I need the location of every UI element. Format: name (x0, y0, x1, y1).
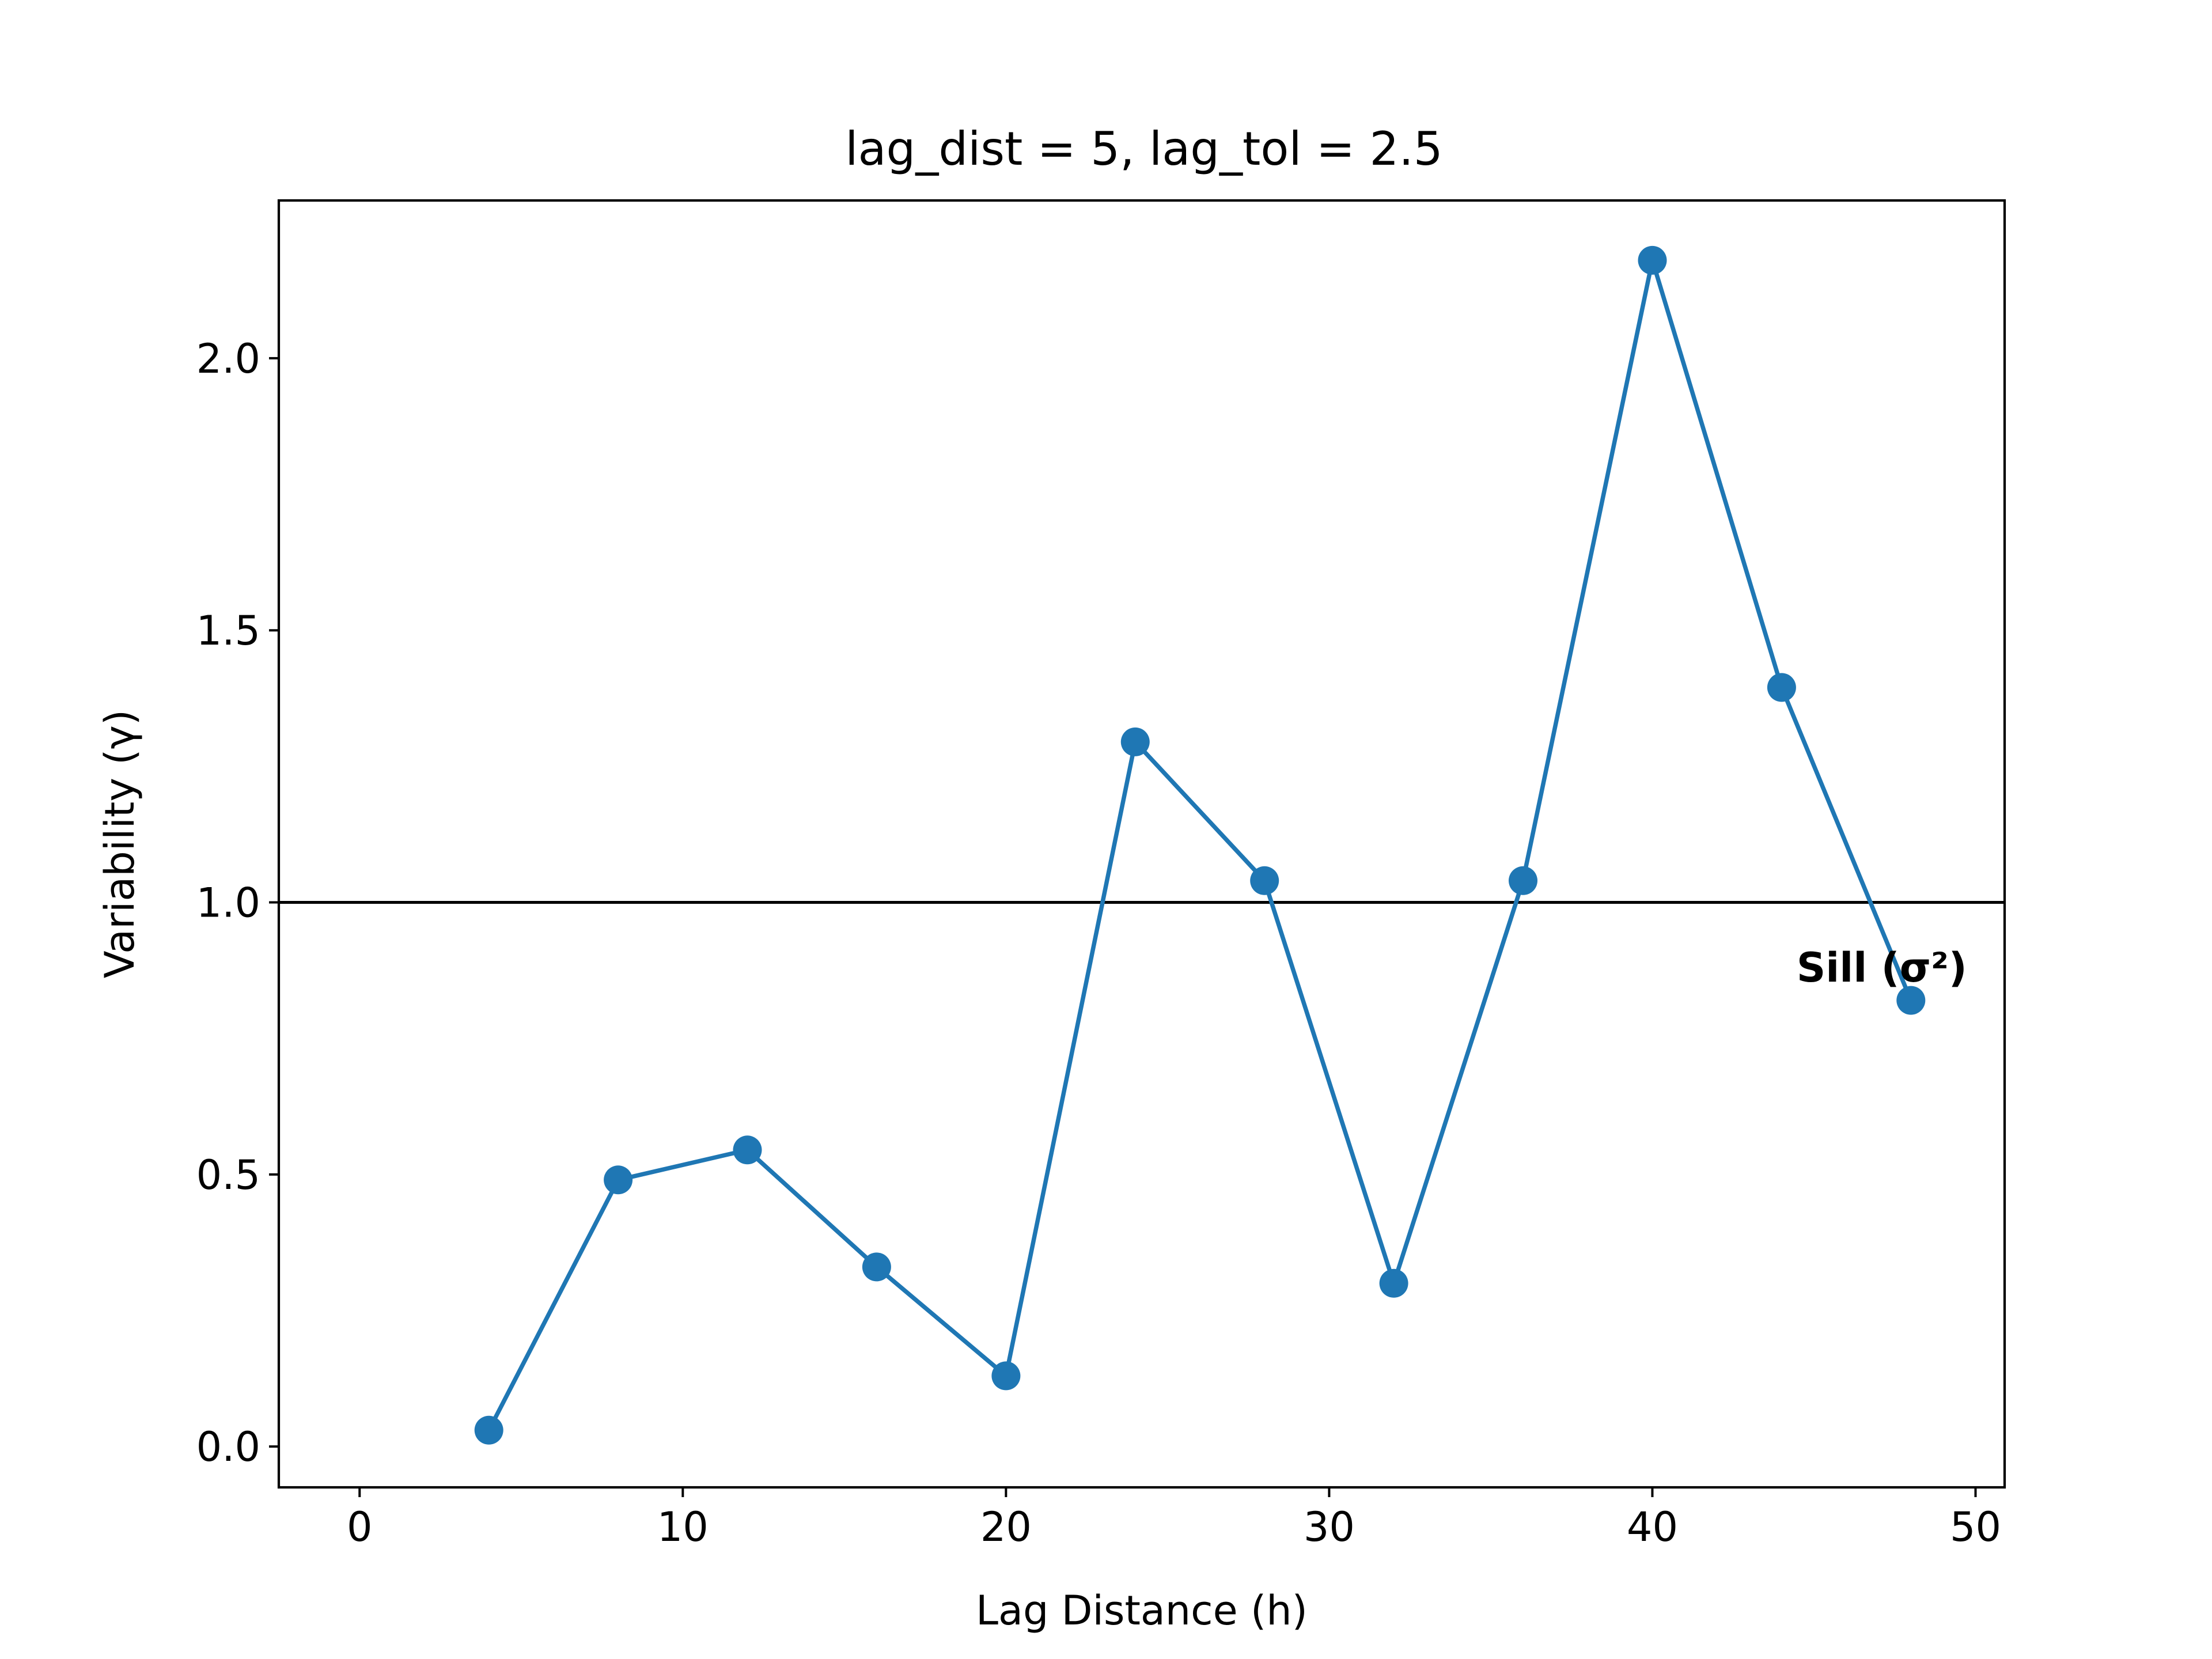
x-tick-label: 50 (1950, 1503, 2001, 1551)
plot-area (279, 245, 2005, 1445)
data-point (1509, 866, 1537, 895)
x-tick-label: 0 (347, 1503, 373, 1551)
data-point (862, 1252, 891, 1282)
series-line (486, 258, 1914, 1433)
y-tick-label: 0.5 (196, 1152, 260, 1199)
y-axis-ticks: 0.0 0.5 1.0 1.5 2.0 (196, 335, 279, 1471)
data-point (474, 1415, 503, 1445)
x-axis-label: Lag Distance (h) (976, 1587, 1308, 1634)
x-tick-label: 10 (657, 1503, 709, 1551)
y-axis-label: Variability (γ) (96, 710, 143, 978)
data-point (1767, 673, 1796, 702)
x-tick-label: 20 (980, 1503, 1032, 1551)
data-point (991, 1361, 1021, 1391)
y-tick-label: 1.5 (196, 607, 260, 654)
data-point (604, 1165, 633, 1195)
data-point (733, 1135, 762, 1165)
y-tick-label: 2.0 (196, 335, 260, 382)
x-tick-label: 40 (1627, 1503, 1678, 1551)
data-point (1120, 727, 1150, 756)
chart-title: lag_dist = 5, lag_tol = 2.5 (845, 122, 1442, 176)
data-point (1896, 986, 1926, 1015)
axes-frame (277, 199, 2006, 1489)
x-axis-ticks: 0 10 20 30 40 50 (347, 1487, 2001, 1551)
sill-annotation: Sill (σ²) (1797, 944, 1967, 991)
data-point (1638, 245, 1667, 275)
x-tick-label: 30 (1304, 1503, 1355, 1551)
data-point (1379, 1268, 1408, 1298)
data-point (1250, 866, 1279, 895)
y-tick-label: 0.0 (196, 1423, 260, 1471)
y-tick-label: 1.0 (196, 880, 260, 927)
